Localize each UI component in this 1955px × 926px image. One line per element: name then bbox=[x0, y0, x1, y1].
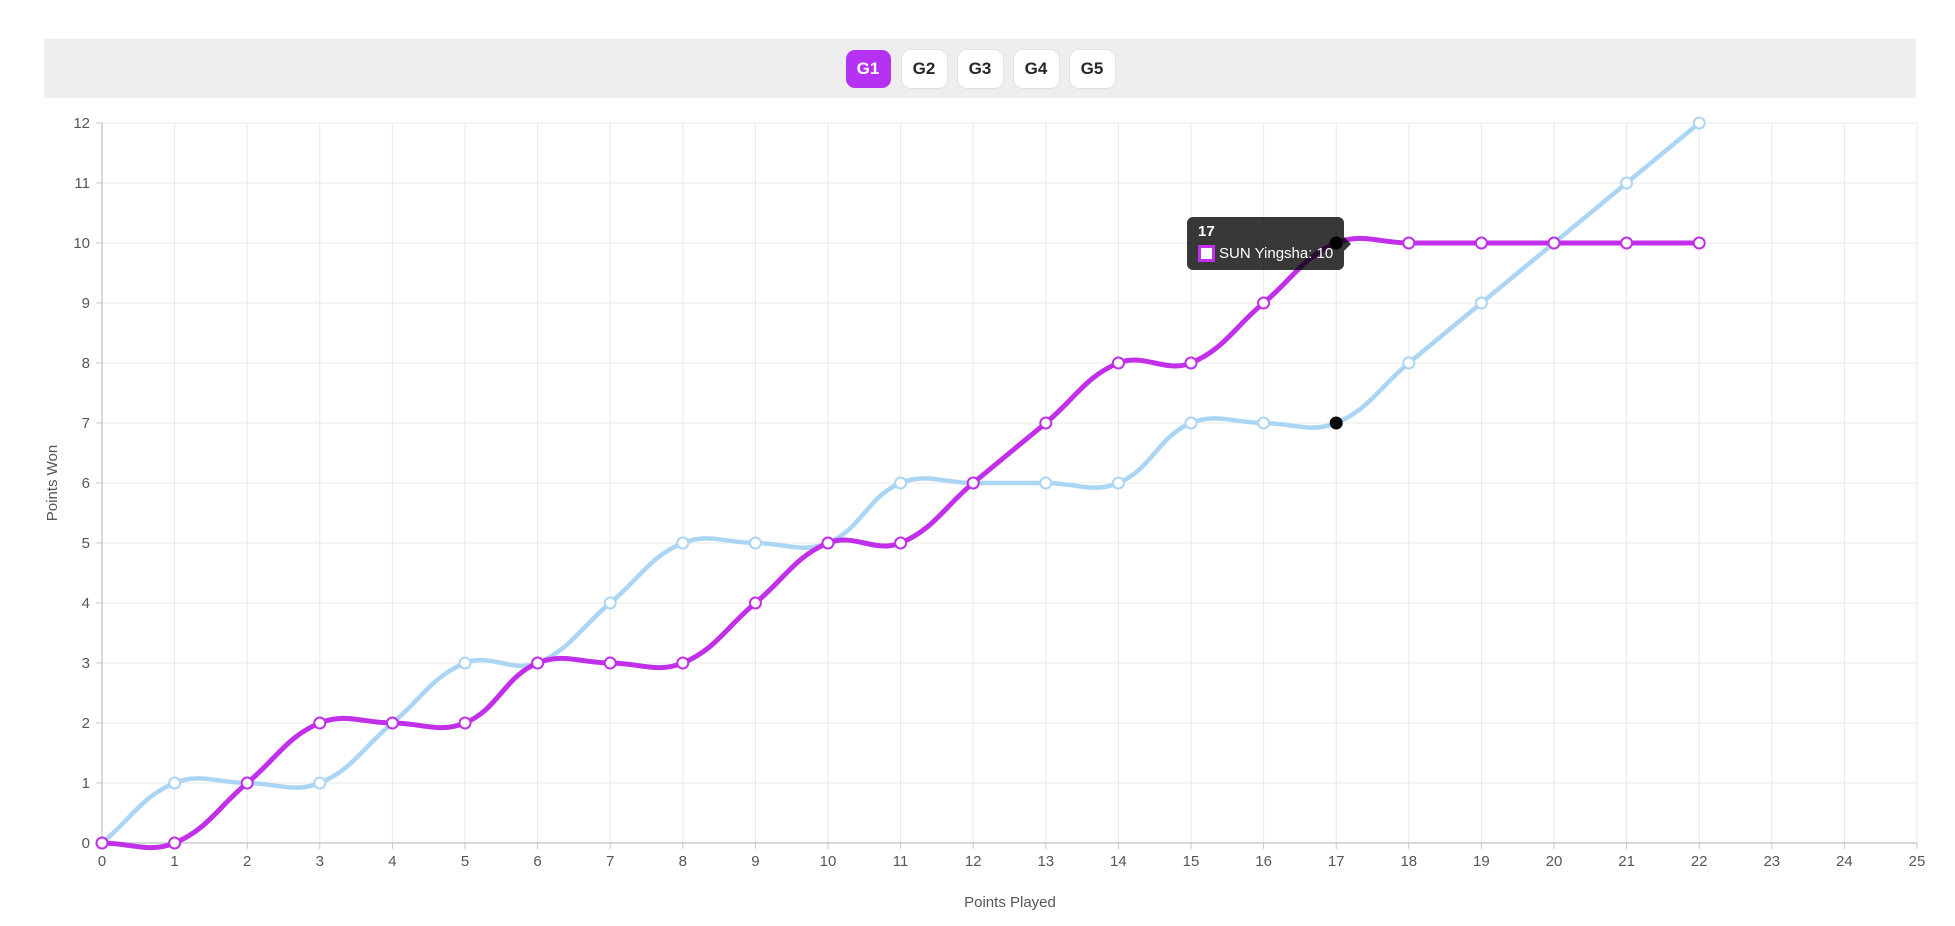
svg-text:8: 8 bbox=[82, 355, 90, 372]
sun-yingsha-point[interactable] bbox=[313, 716, 327, 730]
series-1-point[interactable] bbox=[1111, 476, 1125, 490]
svg-text:11: 11 bbox=[74, 175, 90, 192]
sun-yingsha-point[interactable] bbox=[966, 476, 980, 490]
svg-text:2: 2 bbox=[243, 853, 251, 870]
svg-text:5: 5 bbox=[461, 853, 469, 870]
svg-text:12: 12 bbox=[73, 115, 90, 132]
series-1-point[interactable] bbox=[894, 476, 908, 490]
sun-yingsha-point[interactable] bbox=[1111, 356, 1125, 370]
tooltip-row: SUN Yingsha: 10 bbox=[1198, 245, 1333, 262]
svg-text:0: 0 bbox=[82, 835, 90, 852]
svg-text:2: 2 bbox=[82, 715, 90, 732]
svg-text:20: 20 bbox=[1546, 853, 1563, 870]
series-1-point[interactable] bbox=[1039, 476, 1053, 490]
sun-yingsha-point[interactable] bbox=[748, 596, 762, 610]
sun-yingsha-point[interactable] bbox=[531, 656, 545, 670]
svg-text:6: 6 bbox=[82, 475, 90, 492]
tab-g4[interactable]: G4 bbox=[1013, 49, 1059, 88]
series-color-swatch bbox=[1198, 245, 1215, 262]
series-1-point[interactable] bbox=[458, 656, 472, 670]
svg-text:24: 24 bbox=[1836, 853, 1853, 870]
tooltip-value: SUN Yingsha: 10 bbox=[1219, 245, 1334, 262]
tab-g5[interactable]: G5 bbox=[1069, 49, 1115, 88]
svg-text:10: 10 bbox=[820, 853, 837, 870]
sun-yingsha-point[interactable] bbox=[1184, 356, 1198, 370]
sun-yingsha-point[interactable] bbox=[1039, 416, 1053, 430]
svg-text:15: 15 bbox=[1183, 853, 1200, 870]
svg-text:17: 17 bbox=[1328, 853, 1345, 870]
svg-text:18: 18 bbox=[1400, 853, 1417, 870]
sun-yingsha-point[interactable] bbox=[1547, 236, 1561, 250]
tooltip-title: 17 bbox=[1198, 223, 1215, 240]
tab-g2[interactable]: G2 bbox=[901, 49, 947, 88]
svg-text:9: 9 bbox=[751, 853, 759, 870]
svg-text:3: 3 bbox=[316, 853, 324, 870]
series-1-point[interactable] bbox=[313, 776, 327, 790]
series-1-point[interactable] bbox=[1257, 416, 1271, 430]
svg-text:19: 19 bbox=[1473, 853, 1490, 870]
svg-text:3: 3 bbox=[82, 655, 90, 672]
svg-text:12: 12 bbox=[965, 853, 982, 870]
axes: 0 1 2 3 4 5 6 7 8 9 10 11 12 13 14 15 16 17 18 19 20 21 22 23 24… bbox=[73, 115, 1925, 870]
svg-text:8: 8 bbox=[679, 853, 687, 870]
svg-text:11: 11 bbox=[893, 853, 909, 870]
tab-g3[interactable]: G3 bbox=[957, 49, 1003, 88]
svg-text:4: 4 bbox=[82, 595, 90, 612]
chart-tooltip: 17 SUN Yingsha: 10 bbox=[1187, 217, 1352, 270]
sun-yingsha-point[interactable] bbox=[240, 776, 254, 790]
svg-text:16: 16 bbox=[1255, 853, 1272, 870]
sun-yingsha-point[interactable] bbox=[603, 656, 617, 670]
svg-text:0: 0 bbox=[98, 853, 106, 870]
sun-yingsha-point[interactable] bbox=[168, 836, 182, 850]
svg-text:5: 5 bbox=[82, 535, 90, 552]
svg-text:4: 4 bbox=[388, 853, 396, 870]
series-1-point[interactable] bbox=[1620, 176, 1634, 190]
sun-yingsha-point[interactable] bbox=[1257, 296, 1271, 310]
tab-g1[interactable]: G1 bbox=[845, 49, 891, 88]
svg-text:7: 7 bbox=[82, 415, 90, 432]
series-1-point[interactable] bbox=[1474, 296, 1488, 310]
svg-text:1: 1 bbox=[170, 853, 178, 870]
sun-yingsha-point[interactable] bbox=[385, 716, 399, 730]
sun-yingsha-point[interactable] bbox=[458, 716, 472, 730]
svg-text:21: 21 bbox=[1618, 853, 1635, 870]
series-1-point[interactable] bbox=[676, 536, 690, 550]
sun-yingsha-point[interactable] bbox=[1692, 236, 1706, 250]
tooltip-caret bbox=[1344, 236, 1352, 251]
sun-yingsha-point[interactable] bbox=[1620, 236, 1634, 250]
svg-text:1: 1 bbox=[82, 775, 90, 792]
sun-yingsha-point[interactable] bbox=[821, 536, 835, 550]
series-1-point[interactable] bbox=[168, 776, 182, 790]
x-axis-title: Points Played bbox=[964, 894, 1056, 911]
svg-text:22: 22 bbox=[1691, 853, 1708, 870]
series-1-point[interactable] bbox=[1692, 116, 1706, 130]
sun-yingsha-point[interactable] bbox=[95, 836, 109, 850]
series-1-point[interactable] bbox=[1402, 356, 1416, 370]
svg-text:25: 25 bbox=[1909, 853, 1926, 870]
highlighted-point bbox=[1329, 416, 1343, 430]
series-1-point[interactable] bbox=[748, 536, 762, 550]
y-axis-title: Points Won bbox=[44, 445, 61, 521]
svg-text:23: 23 bbox=[1763, 853, 1780, 870]
series-lines bbox=[95, 116, 1706, 851]
sun-yingsha-point[interactable] bbox=[894, 536, 908, 550]
series-1-point[interactable] bbox=[603, 596, 617, 610]
svg-text:13: 13 bbox=[1037, 853, 1054, 870]
series-1-point[interactable] bbox=[1184, 416, 1198, 430]
sun-yingsha-point[interactable] bbox=[676, 656, 690, 670]
svg-text:10: 10 bbox=[73, 235, 90, 252]
sun-yingsha-point[interactable] bbox=[1474, 236, 1488, 250]
svg-text:6: 6 bbox=[533, 853, 541, 870]
game-tab-bar: G1 G2 G3 G4 G5 bbox=[44, 39, 1916, 98]
svg-text:14: 14 bbox=[1110, 853, 1127, 870]
svg-text:9: 9 bbox=[82, 295, 90, 312]
sun-yingsha-point[interactable] bbox=[1402, 236, 1416, 250]
svg-text:7: 7 bbox=[606, 853, 614, 870]
